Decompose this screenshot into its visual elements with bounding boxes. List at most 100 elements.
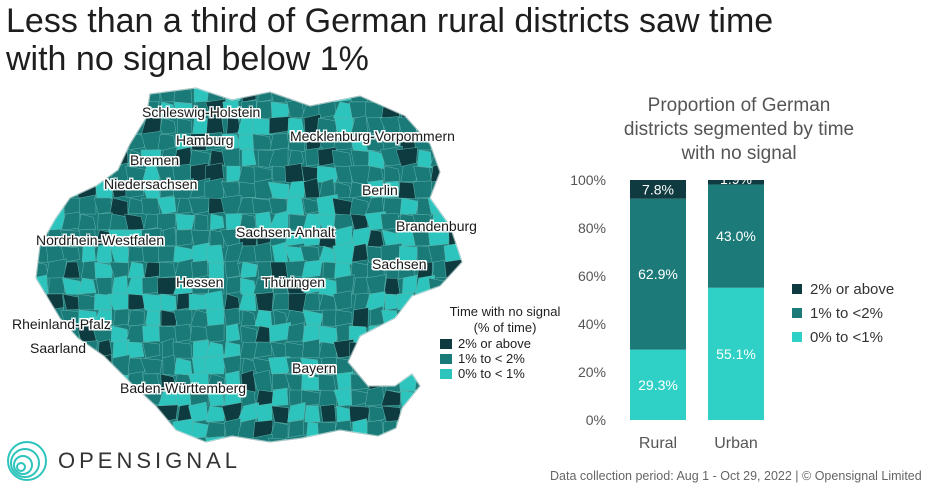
district-cell <box>224 241 244 265</box>
map-label-niedersachsen: Niedersachsen <box>104 176 198 192</box>
district-cell <box>448 88 462 103</box>
district-cell <box>176 197 193 215</box>
district-cell <box>13 370 32 390</box>
district-cell <box>127 309 145 327</box>
district-cell <box>401 353 417 375</box>
map-legend: Time with no signal (% of time) 2% or ab… <box>440 304 570 381</box>
chart-legend-item: 1% to <2% <box>792 301 894 325</box>
district-cell <box>93 293 113 311</box>
page-title: Less than a third of German rural distri… <box>6 2 773 78</box>
district-cell <box>367 452 385 458</box>
map-label-bayern: Bayern <box>292 360 337 376</box>
district-cell <box>434 181 449 199</box>
map-label-nordrhein-westfalen: Nordrhein-Westfalen <box>36 232 165 248</box>
district-cell <box>271 387 289 407</box>
district-cell <box>161 226 177 247</box>
district-cell <box>383 277 401 295</box>
district-cell <box>204 177 225 201</box>
map-label-hamburg: Hamburg <box>176 132 234 148</box>
district-cell <box>348 405 370 423</box>
district-cell <box>463 198 482 214</box>
district-cell <box>191 421 209 439</box>
district-cell <box>17 133 32 150</box>
district-cell <box>397 454 416 458</box>
district-cell <box>95 180 114 199</box>
district-cell <box>77 277 97 295</box>
district-cell <box>368 149 385 170</box>
district-cell <box>284 88 307 103</box>
chart-title-line-2: districts segmented by time <box>623 119 855 140</box>
chart-legend-swatch <box>792 284 802 294</box>
district-cell <box>268 356 291 375</box>
district-cell <box>110 88 131 103</box>
district-cell <box>77 213 97 231</box>
district-cell <box>77 373 97 391</box>
map-label-thueringen: Thüringen <box>262 274 326 290</box>
district-cell <box>462 134 481 150</box>
district-cell <box>416 309 435 328</box>
district-cell <box>1 180 16 199</box>
district-cell <box>381 322 401 343</box>
district-cell <box>144 309 161 327</box>
district-cell <box>162 354 177 376</box>
district-cell <box>222 354 241 375</box>
map-label-rheinland-pfalz: Rheinland-Pfalz <box>12 316 111 332</box>
district-cell <box>400 325 419 346</box>
map-legend-title-line-1: Time with no signal <box>449 304 561 319</box>
district-cell <box>396 308 417 328</box>
district-cell <box>226 165 241 183</box>
district-cell <box>141 293 164 313</box>
district-cell <box>36 421 49 439</box>
district-cell <box>414 340 433 360</box>
bar-segment <box>630 349 686 420</box>
district-cell <box>44 99 65 119</box>
district-cell <box>0 118 16 134</box>
district-cell <box>111 275 129 296</box>
district-cell <box>190 133 211 151</box>
map-label-brandenburg: Brandenburg <box>396 218 477 234</box>
district-cell <box>65 147 84 167</box>
map-legend-item: 2% or above <box>440 337 570 351</box>
district-cell <box>462 421 480 440</box>
district-cell <box>18 214 32 231</box>
district-cell <box>301 338 321 359</box>
district-cell <box>417 149 433 169</box>
district-cell <box>463 406 481 422</box>
district-cell <box>429 146 450 168</box>
district-cell <box>350 149 371 167</box>
district-cell <box>465 181 480 198</box>
district-cell <box>92 418 113 440</box>
bar-segment <box>708 287 764 420</box>
district-cell <box>48 277 66 295</box>
district-cell <box>271 293 291 311</box>
district-cell <box>75 389 97 407</box>
district-cell <box>320 404 337 423</box>
district-cell <box>466 244 481 262</box>
district-cell <box>463 275 480 294</box>
district-cell <box>255 453 272 458</box>
district-cell <box>226 276 243 295</box>
district-cell <box>139 357 163 375</box>
district-cell <box>142 373 161 391</box>
district-cell <box>322 309 338 327</box>
district-cell <box>141 245 161 264</box>
district-cell <box>45 421 65 441</box>
district-cell <box>127 293 147 311</box>
district-cell <box>142 324 161 343</box>
map-label-schleswig-holstein: Schleswig-Holstein <box>142 104 261 120</box>
district-cell <box>318 325 339 345</box>
bar-data-label: 62.9% <box>638 266 678 282</box>
bar-data-label: 43.0% <box>716 228 756 244</box>
district-cell <box>449 197 462 215</box>
district-cell <box>60 245 81 263</box>
district-cell <box>447 437 462 442</box>
district-cell <box>460 149 462 167</box>
district-cell <box>207 277 225 295</box>
district-cell <box>224 260 241 279</box>
district-cell <box>400 389 417 408</box>
district-cell <box>158 261 177 279</box>
map-label-bremen: Bremen <box>130 152 180 168</box>
district-cell <box>396 88 417 103</box>
map-label-hessen: Hessen <box>176 274 224 290</box>
x-category-label: Urban <box>714 435 758 452</box>
